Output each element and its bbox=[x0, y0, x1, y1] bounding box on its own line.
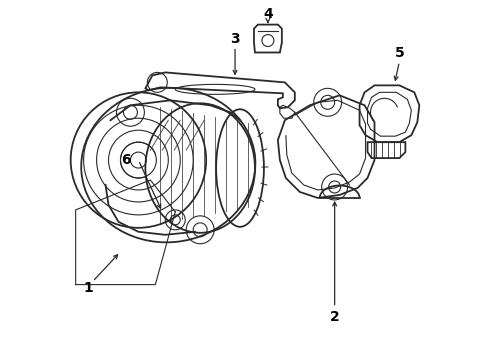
Text: 3: 3 bbox=[230, 32, 240, 46]
Text: 2: 2 bbox=[330, 310, 340, 324]
Text: 6: 6 bbox=[121, 153, 130, 167]
Text: 1: 1 bbox=[84, 280, 94, 294]
Text: 5: 5 bbox=[394, 46, 404, 60]
Text: 4: 4 bbox=[263, 6, 273, 21]
